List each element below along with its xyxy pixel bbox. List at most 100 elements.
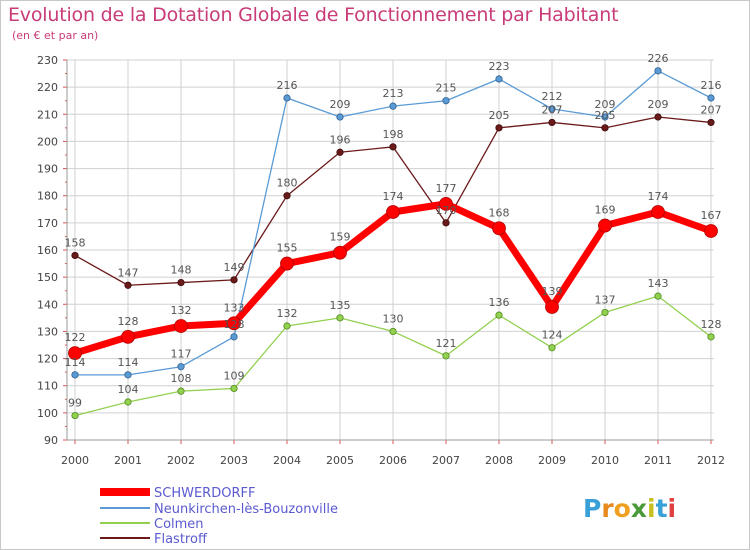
data-point-neunkirchen-l-s-bouzonville xyxy=(230,333,238,341)
data-point-flastroff xyxy=(707,118,715,127)
legend-label-neunkirchen-l-s-bouzonville: Neunkirchen-lès-Bouzonville xyxy=(154,502,338,517)
data-point-colmen xyxy=(495,311,503,319)
x-tick-label: 2001 xyxy=(114,454,142,467)
data-point-flastroff xyxy=(389,143,397,151)
data-label-flastroff: 180 xyxy=(277,177,298,190)
data-point-schwerdorff xyxy=(333,245,347,260)
y-tick-label: 120 xyxy=(37,353,58,366)
data-label-colmen: 121 xyxy=(436,337,457,350)
data-label-neunkirchen-l-s-bouzonville: 209 xyxy=(330,98,351,111)
proxiti-logo: Proxiti xyxy=(583,494,676,523)
data-point-neunkirchen-l-s-bouzonville xyxy=(654,67,662,75)
data-point-neunkirchen-l-s-bouzonville xyxy=(442,97,450,105)
data-point-schwerdorff xyxy=(492,221,506,236)
data-label-neunkirchen-l-s-bouzonville: 212 xyxy=(542,90,563,103)
legend-label-flastroff: Flastroff xyxy=(154,532,208,547)
data-point-flastroff xyxy=(124,281,132,289)
data-label-flastroff: 147 xyxy=(118,266,139,279)
x-tick-label: 2012 xyxy=(697,454,725,467)
data-point-colmen xyxy=(71,411,79,420)
y-tick-label: 170 xyxy=(37,217,58,230)
x-tick-label: 2007 xyxy=(432,454,460,467)
data-label-schwerdorff: 169 xyxy=(595,204,616,217)
data-point-flastroff xyxy=(71,251,79,260)
data-label-flastroff: 207 xyxy=(701,103,722,116)
legend-label-colmen: Colmen xyxy=(154,517,204,532)
y-tick-label: 110 xyxy=(37,380,58,393)
x-tick-label: 2011 xyxy=(644,454,672,467)
data-point-colmen xyxy=(654,292,662,300)
data-label-flastroff: 170 xyxy=(436,204,457,217)
data-point-neunkirchen-l-s-bouzonville xyxy=(548,105,556,113)
x-tick-label: 2005 xyxy=(326,454,354,467)
x-tick-label: 2003 xyxy=(220,454,248,467)
data-label-colmen: 99 xyxy=(68,397,82,410)
data-point-flastroff xyxy=(283,192,291,200)
data-label-neunkirchen-l-s-bouzonville: 114 xyxy=(118,356,139,369)
data-label-flastroff: 205 xyxy=(489,109,510,122)
data-label-schwerdorff: 174 xyxy=(383,190,404,203)
data-point-colmen xyxy=(389,327,397,336)
y-tick-label: 160 xyxy=(37,244,58,257)
data-point-colmen xyxy=(707,333,715,341)
data-point-schwerdorff xyxy=(386,205,400,219)
x-tick-label: 2006 xyxy=(379,454,407,467)
x-tick-label: 2008 xyxy=(485,454,513,467)
data-point-schwerdorff xyxy=(545,300,559,314)
data-label-neunkirchen-l-s-bouzonville: 117 xyxy=(171,348,192,361)
legend-label-schwerdorff: SCHWERDORFF xyxy=(154,486,255,501)
data-label-colmen: 124 xyxy=(542,329,563,342)
data-label-schwerdorff: 168 xyxy=(489,206,510,219)
data-label-neunkirchen-l-s-bouzonville: 216 xyxy=(277,79,298,92)
data-label-colmen: 136 xyxy=(489,296,510,309)
data-point-schwerdorff xyxy=(280,256,294,271)
data-label-flastroff: 148 xyxy=(171,264,192,277)
y-tick-label: 140 xyxy=(37,298,58,311)
data-point-neunkirchen-l-s-bouzonville xyxy=(389,102,397,110)
y-tick-label: 210 xyxy=(37,108,58,121)
data-point-flastroff xyxy=(601,124,609,132)
data-label-schwerdorff: 128 xyxy=(118,315,139,328)
x-tick-label: 2004 xyxy=(273,454,301,467)
y-tick-label: 90 xyxy=(44,434,58,447)
data-label-schwerdorff: 122 xyxy=(65,331,86,344)
data-point-schwerdorff xyxy=(174,319,188,333)
chart-subtitle: (en € et par an) xyxy=(12,29,99,42)
data-label-neunkirchen-l-s-bouzonville: 209 xyxy=(595,98,616,111)
data-label-schwerdorff: 159 xyxy=(330,231,351,244)
data-point-schwerdorff xyxy=(651,205,665,219)
data-point-colmen xyxy=(124,398,132,406)
data-point-colmen xyxy=(336,314,344,322)
data-label-neunkirchen-l-s-bouzonville: 215 xyxy=(436,82,457,95)
data-label-neunkirchen-l-s-bouzonville: 223 xyxy=(489,60,510,73)
y-tick-label: 220 xyxy=(37,81,58,94)
data-point-neunkirchen-l-s-bouzonville xyxy=(707,94,715,102)
data-point-flastroff xyxy=(654,113,662,121)
data-point-schwerdorff xyxy=(439,196,453,211)
data-point-schwerdorff xyxy=(121,329,135,344)
data-label-schwerdorff: 133 xyxy=(224,301,245,314)
data-label-neunkirchen-l-s-bouzonville: 128 xyxy=(224,318,245,331)
data-label-colmen: 132 xyxy=(277,307,298,320)
data-point-flastroff xyxy=(336,148,344,156)
data-point-neunkirchen-l-s-bouzonville xyxy=(124,371,132,379)
data-point-colmen xyxy=(230,384,238,393)
data-point-flastroff xyxy=(548,118,556,127)
y-tick-label: 100 xyxy=(37,407,58,420)
data-label-flastroff: 198 xyxy=(383,128,404,141)
data-label-colmen: 135 xyxy=(330,299,351,312)
data-label-flastroff: 205 xyxy=(595,109,616,122)
data-point-colmen xyxy=(177,387,185,395)
data-label-schwerdorff: 139 xyxy=(542,285,563,298)
data-label-neunkirchen-l-s-bouzonville: 216 xyxy=(701,79,722,92)
data-point-flastroff xyxy=(442,219,450,227)
y-tick-label: 150 xyxy=(37,271,58,284)
x-tick-label: 2009 xyxy=(538,454,566,467)
data-label-flastroff: 196 xyxy=(330,133,351,146)
data-label-schwerdorff: 155 xyxy=(277,242,298,255)
data-point-neunkirchen-l-s-bouzonville xyxy=(177,363,185,371)
chart-title: Evolution de la Dotation Globale de Fonc… xyxy=(8,4,619,26)
data-label-flastroff: 149 xyxy=(224,261,245,274)
x-tick-label: 2010 xyxy=(591,454,619,467)
